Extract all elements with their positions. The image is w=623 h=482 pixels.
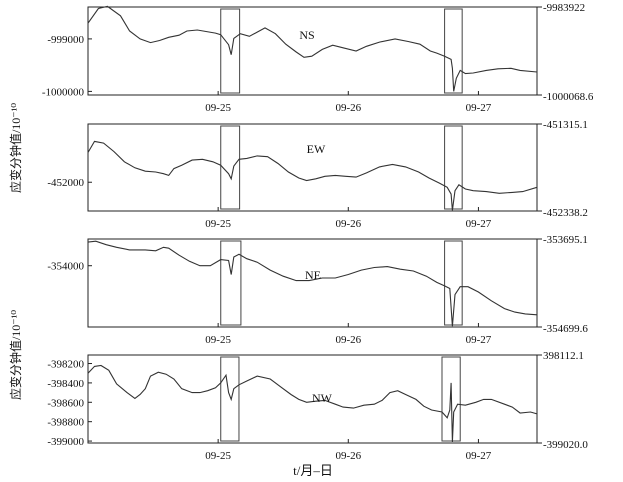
y-tick-label: -398600 bbox=[47, 397, 84, 409]
y-right-label-top: -451315.1 bbox=[543, 119, 588, 131]
plot-frame bbox=[87, 354, 538, 444]
component-annotation: NS bbox=[299, 28, 314, 42]
plot-frame bbox=[87, 6, 538, 96]
y-tick-label: -398800 bbox=[47, 417, 84, 429]
y-tick-label: -1000000 bbox=[42, 86, 85, 98]
y-tick-label: -398400 bbox=[47, 378, 84, 390]
y-right-label-top: -353695.1 bbox=[543, 234, 588, 246]
component-annotation: NW bbox=[312, 391, 333, 405]
y-tick-label: -999000 bbox=[47, 34, 84, 46]
y-right-label-bottom: -1000068.6 bbox=[543, 91, 594, 103]
y-tick-label: -354000 bbox=[47, 261, 84, 273]
y-tick-label: -399000 bbox=[47, 436, 84, 448]
x-tick-label: 09-26 bbox=[335, 334, 361, 346]
x-tick-label: 09-27 bbox=[466, 102, 492, 114]
series-line-ne bbox=[87, 240, 538, 327]
x-axis-label: t/月–日 bbox=[293, 463, 333, 478]
series-line-ew bbox=[87, 140, 538, 211]
x-tick-label: 09-26 bbox=[335, 102, 361, 114]
plot-frame bbox=[87, 123, 538, 212]
y-right-label-bottom: -399020.0 bbox=[543, 439, 588, 451]
y-right-label-top: -9983922 bbox=[543, 2, 585, 14]
x-tick-label: 09-25 bbox=[205, 450, 231, 462]
x-tick-label: 09-25 bbox=[205, 334, 231, 346]
panel-nw: 09-25 09-26 09-27 -398200 -398400 -398600 -398… bbox=[47, 350, 588, 462]
highlight-box bbox=[444, 125, 463, 210]
panel-ne: 09-25 09-26 09-27 -354000 -353695.1 -354699.6… bbox=[47, 234, 588, 346]
y-axis-label-top: 应变分钟值/10⁻¹⁰ bbox=[8, 103, 23, 193]
highlight-box bbox=[441, 356, 461, 442]
highlight-box bbox=[220, 240, 242, 326]
x-tick-label: 09-27 bbox=[466, 334, 492, 346]
component-annotation: NE bbox=[305, 268, 321, 282]
x-tick-label: 09-25 bbox=[205, 218, 231, 230]
highlight-box bbox=[444, 240, 463, 326]
highlight-box bbox=[444, 8, 463, 94]
series-line-ns bbox=[87, 5, 538, 92]
series-line-nw bbox=[87, 364, 538, 443]
y-tick-label: -452000 bbox=[47, 177, 84, 189]
highlight-box bbox=[220, 125, 241, 210]
component-annotation: EW bbox=[307, 142, 326, 156]
x-tick-label: 09-26 bbox=[335, 450, 361, 462]
y-right-label-top: 398112.1 bbox=[543, 350, 584, 362]
y-tick-label: -398200 bbox=[47, 359, 84, 371]
x-tick-label: 09-27 bbox=[466, 218, 492, 230]
x-tick-label: 09-27 bbox=[466, 450, 492, 462]
highlight-box bbox=[220, 8, 241, 94]
plot-frame bbox=[87, 238, 538, 328]
y-right-label-bottom: -452338.2 bbox=[543, 207, 588, 219]
y-right-label-bottom: -354699.6 bbox=[543, 323, 588, 335]
x-tick-label: 09-25 bbox=[205, 102, 231, 114]
y-axis-label-bottom: 应变分钟值/10⁻¹⁰ bbox=[8, 310, 23, 400]
highlight-box bbox=[220, 356, 240, 442]
panel-ns: 09-25 09-26 09-27 -999000 -1000000 -9983922 -1… bbox=[42, 2, 594, 114]
panel-ew: 09-25 09-26 09-27 -452000 -451315.1 -452338.2… bbox=[47, 119, 588, 230]
x-tick-label: 09-26 bbox=[335, 218, 361, 230]
